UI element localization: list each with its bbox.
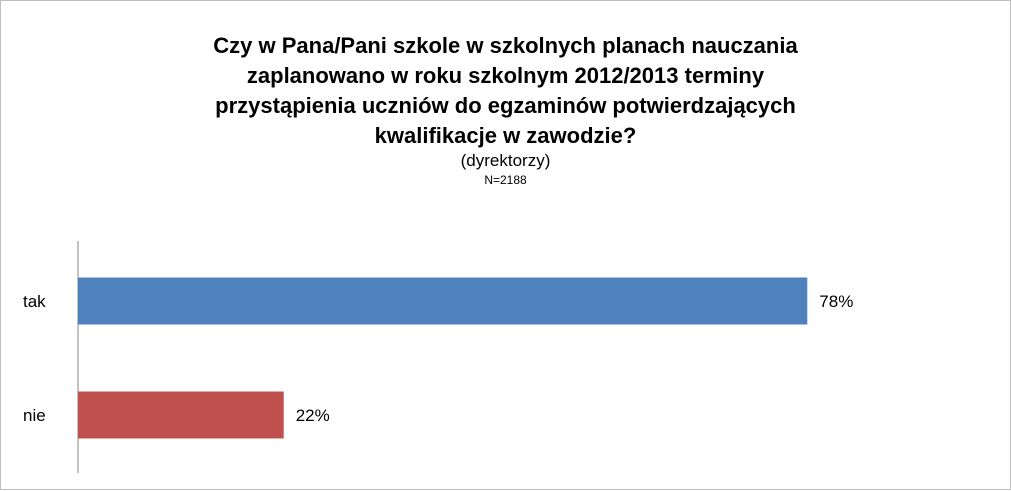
bars-group: tak 78% nie 22% [23, 277, 853, 439]
data-label-tak: 78% [819, 292, 853, 311]
category-label-nie: nie [23, 406, 46, 425]
chart-title: Czy w Pana/Pani szkole w szkolnych plana… [213, 33, 798, 148]
sample-size-label: N=2188 [484, 173, 527, 187]
category-label-tak: tak [23, 292, 46, 311]
bar-nie [78, 391, 284, 439]
bar-tak [78, 277, 808, 325]
data-label-nie: 22% [296, 406, 330, 425]
chart-subtitle: (dyrektorzy) [460, 151, 551, 170]
